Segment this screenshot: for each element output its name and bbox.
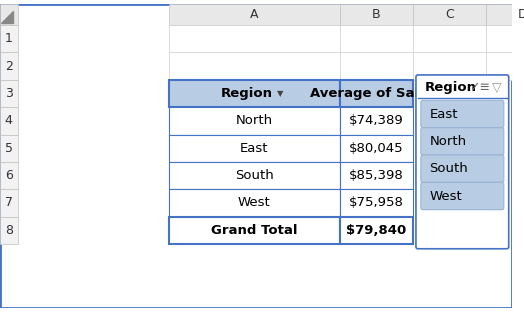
Text: ✓≡: ✓≡ bbox=[469, 81, 490, 94]
Text: 6: 6 bbox=[5, 169, 13, 182]
Bar bbox=[0, 134, 18, 162]
Bar bbox=[0, 189, 18, 217]
Text: A: A bbox=[250, 8, 259, 21]
Bar bbox=[340, 217, 413, 244]
Text: C: C bbox=[445, 8, 454, 21]
Bar bbox=[169, 107, 340, 134]
Text: West: West bbox=[430, 189, 462, 202]
Bar bbox=[169, 80, 340, 107]
Text: 4: 4 bbox=[5, 115, 13, 127]
Bar bbox=[413, 4, 486, 25]
Bar bbox=[0, 25, 18, 52]
Text: 5: 5 bbox=[5, 142, 13, 155]
Bar bbox=[340, 189, 413, 217]
Text: 1: 1 bbox=[5, 32, 13, 45]
Polygon shape bbox=[1, 12, 13, 23]
Text: Average of Salary: Average of Salary bbox=[310, 87, 443, 100]
Bar bbox=[413, 52, 486, 80]
Text: D: D bbox=[518, 8, 524, 21]
Text: B: B bbox=[372, 8, 381, 21]
Text: $80,045: $80,045 bbox=[349, 142, 403, 155]
Text: East: East bbox=[240, 142, 269, 155]
Bar bbox=[0, 4, 18, 25]
Bar bbox=[169, 162, 340, 189]
Bar bbox=[340, 52, 413, 80]
Text: North: North bbox=[236, 115, 273, 127]
Bar bbox=[169, 4, 340, 25]
Text: Region: Region bbox=[221, 87, 272, 100]
Text: North: North bbox=[430, 135, 467, 148]
FancyBboxPatch shape bbox=[421, 128, 504, 155]
Bar bbox=[169, 52, 340, 80]
Bar bbox=[0, 162, 18, 189]
Text: South: South bbox=[430, 162, 468, 175]
Bar bbox=[340, 134, 413, 162]
Bar bbox=[486, 4, 524, 25]
Bar bbox=[0, 80, 18, 107]
Bar bbox=[413, 25, 486, 52]
Text: Region: Region bbox=[425, 81, 477, 94]
Bar bbox=[340, 25, 413, 52]
Text: South: South bbox=[235, 169, 274, 182]
FancyBboxPatch shape bbox=[416, 75, 509, 249]
FancyBboxPatch shape bbox=[421, 100, 504, 128]
Bar bbox=[340, 4, 413, 25]
Text: $79,840: $79,840 bbox=[346, 224, 407, 237]
FancyBboxPatch shape bbox=[421, 155, 504, 182]
Text: 3: 3 bbox=[5, 87, 13, 100]
Bar bbox=[340, 107, 413, 134]
Bar bbox=[0, 52, 18, 80]
Text: East: East bbox=[430, 108, 458, 120]
FancyBboxPatch shape bbox=[421, 182, 504, 210]
Text: ▽: ▽ bbox=[492, 81, 502, 94]
Text: $74,389: $74,389 bbox=[349, 115, 404, 127]
Bar bbox=[0, 107, 18, 134]
Text: West: West bbox=[238, 196, 271, 209]
Text: 2: 2 bbox=[5, 60, 13, 73]
Text: 8: 8 bbox=[5, 224, 13, 237]
Bar bbox=[169, 134, 340, 162]
Text: Grand Total: Grand Total bbox=[211, 224, 298, 237]
Text: 7: 7 bbox=[5, 196, 13, 209]
Bar bbox=[169, 25, 340, 52]
Bar bbox=[169, 189, 340, 217]
Bar bbox=[169, 217, 340, 244]
Bar bbox=[340, 162, 413, 189]
Text: $75,958: $75,958 bbox=[349, 196, 404, 209]
Bar bbox=[0, 217, 18, 244]
Text: $85,398: $85,398 bbox=[349, 169, 404, 182]
Text: ▼: ▼ bbox=[277, 89, 283, 98]
Bar bbox=[486, 25, 524, 52]
Bar bbox=[340, 80, 413, 107]
Bar bbox=[486, 52, 524, 80]
